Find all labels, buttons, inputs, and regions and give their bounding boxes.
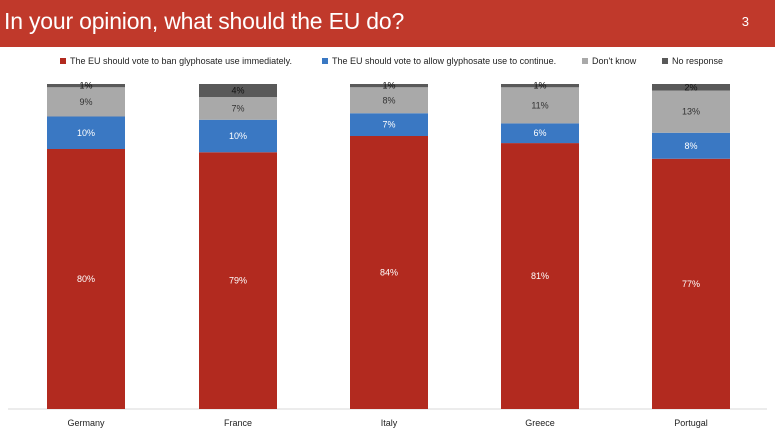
data-label-france-series-1: 10% — [229, 131, 247, 141]
data-label-portugal-series-2: 13% — [682, 107, 700, 117]
legend-swatch-dont-know — [582, 58, 588, 64]
category-label-portugal: Portugal — [674, 418, 708, 428]
bar-segment-portugal-series-1 — [652, 132, 730, 159]
data-label-italy-series-3: 1% — [382, 81, 395, 91]
bar-segment-greece-series-1 — [501, 123, 579, 144]
bar-segment-portugal-series-0 — [652, 158, 730, 409]
data-label-italy-series-0: 84% — [380, 268, 398, 278]
category-label-italy: Italy — [381, 418, 398, 428]
data-label-germany-series-0: 80% — [77, 274, 95, 284]
bar-segment-portugal-series-3 — [652, 84, 730, 91]
legend-item-dont-know: Don't know — [582, 56, 636, 66]
bar-segment-greece-series-3 — [501, 84, 579, 88]
data-label-greece-series-3: 1% — [533, 81, 546, 91]
data-label-greece-series-0: 81% — [531, 271, 549, 281]
legend-item-allow: The EU should vote to allow glyphosate u… — [322, 56, 556, 66]
legend-label-no-response: No response — [672, 56, 724, 66]
bar-segment-italy-series-1 — [350, 113, 428, 136]
page-title: In your opinion, what should the EU do? — [4, 8, 405, 34]
bar-segment-germany-series-0 — [47, 149, 125, 409]
page-number: 3 — [741, 14, 749, 29]
bar-segment-germany-series-1 — [47, 116, 125, 149]
bar-segment-greece-series-2 — [501, 87, 579, 124]
data-label-france-series-2: 7% — [231, 103, 244, 113]
legend-label-dont-know: Don't know — [592, 56, 637, 66]
data-label-greece-series-1: 6% — [533, 128, 546, 138]
legend-label-allow: The EU should vote to allow glyphosate u… — [332, 56, 557, 66]
bar-segment-italy-series-0 — [350, 136, 428, 409]
legend-swatch-allow — [322, 58, 328, 64]
legend-item-no-response: No response — [662, 56, 723, 66]
category-label-greece: Greece — [525, 418, 555, 428]
bar-segment-portugal-series-2 — [652, 90, 730, 133]
legend-label-ban: The EU should vote to ban glyphosate use… — [70, 56, 292, 66]
category-label-france: France — [224, 418, 252, 428]
data-label-portugal-series-1: 8% — [684, 141, 697, 151]
chart-legend: The EU should vote to ban glyphosate use… — [0, 56, 775, 70]
bar-segment-france-series-0 — [199, 152, 277, 409]
legend-swatch-no-response — [662, 58, 668, 64]
category-label-germany: Germany — [67, 418, 105, 428]
data-label-portugal-series-0: 77% — [682, 279, 700, 289]
data-label-france-series-3: 4% — [231, 86, 244, 96]
bar-segment-germany-series-2 — [47, 87, 125, 117]
bar-segment-italy-series-2 — [350, 87, 428, 114]
bar-segment-france-series-1 — [199, 119, 277, 153]
data-label-germany-series-2: 9% — [79, 97, 92, 107]
bar-segment-france-series-3 — [199, 84, 277, 97]
bar-segment-france-series-2 — [199, 97, 277, 120]
data-label-portugal-series-3: 2% — [684, 82, 697, 92]
legend-swatch-ban — [60, 58, 66, 64]
data-label-france-series-0: 79% — [229, 276, 247, 286]
bar-segment-germany-series-3 — [47, 84, 125, 88]
data-label-italy-series-2: 8% — [382, 95, 395, 105]
bar-segment-italy-series-3 — [350, 84, 428, 88]
data-label-germany-series-3: 1% — [79, 81, 92, 91]
data-label-italy-series-1: 7% — [382, 120, 395, 130]
data-label-germany-series-1: 10% — [77, 128, 95, 138]
data-label-greece-series-2: 11% — [531, 100, 548, 110]
slide-header: In your opinion, what should the EU do? … — [0, 0, 775, 47]
bar-segment-greece-series-0 — [501, 143, 579, 409]
legend-item-ban: The EU should vote to ban glyphosate use… — [60, 56, 292, 66]
